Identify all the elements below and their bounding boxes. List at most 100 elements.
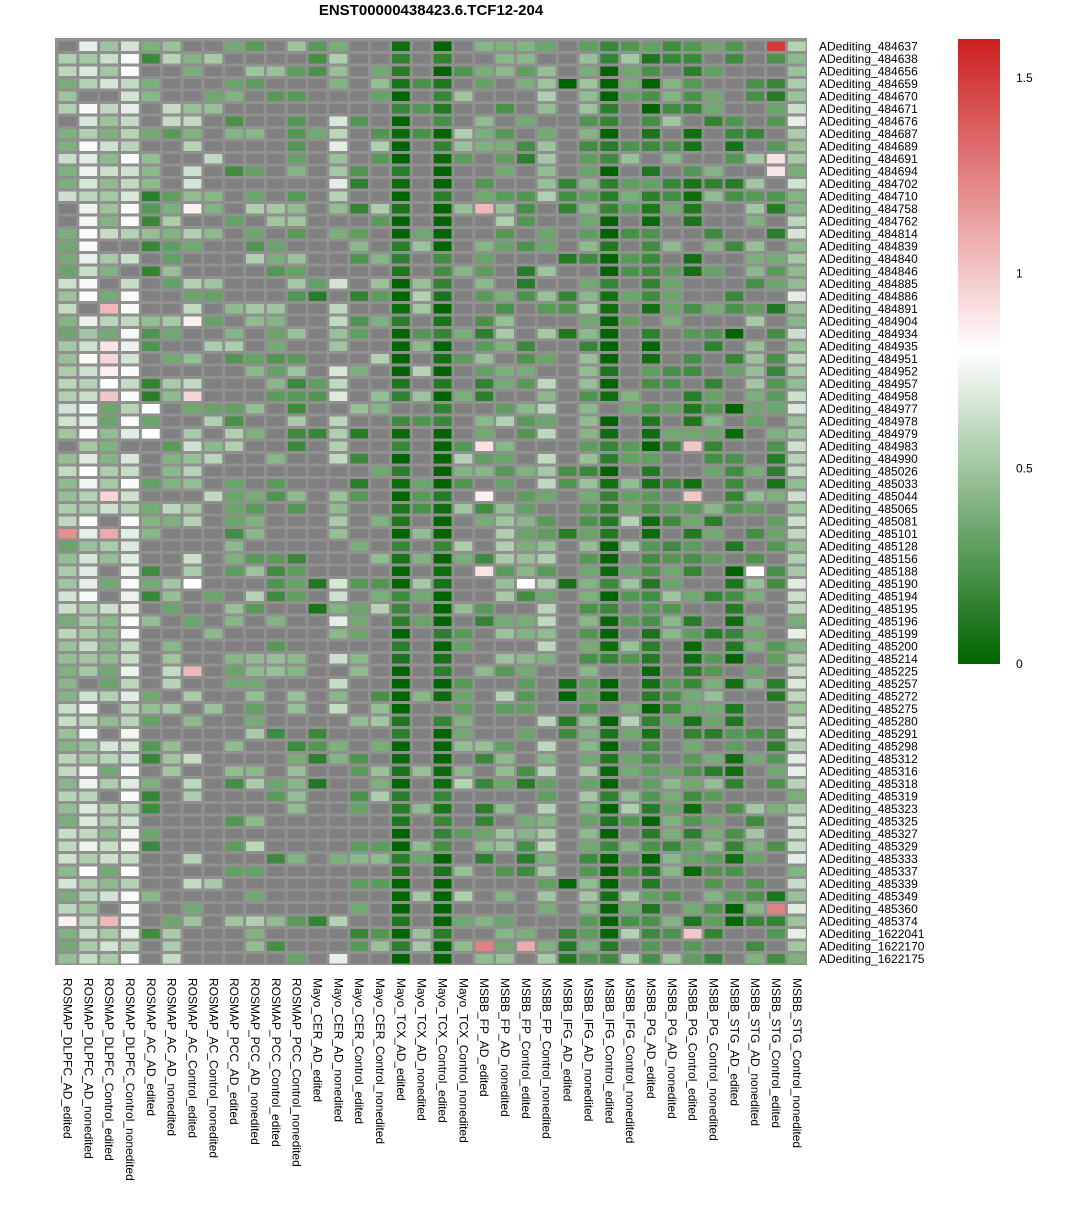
heatmap-cell <box>141 66 160 76</box>
heatmap-cell <box>579 391 598 401</box>
heatmap-cell <box>287 216 306 226</box>
column-label: ROSMAP_AC_AD_nonedited <box>165 978 179 1136</box>
heatmap-cell <box>412 341 431 351</box>
heatmap-cell <box>642 404 660 414</box>
heatmap-cell <box>433 604 452 614</box>
heatmap-cell <box>558 629 577 639</box>
heatmap-cell <box>162 129 181 139</box>
heatmap-cell <box>350 429 369 439</box>
heatmap-cell <box>412 266 431 276</box>
row-label: ADediting_1622175 <box>819 952 925 966</box>
heatmap-cell <box>79 416 98 426</box>
column-label: MSBB_PG_AD_nonedited <box>665 978 679 1119</box>
heatmap-cell <box>454 254 473 264</box>
row-label: ADediting_485199 <box>819 627 918 641</box>
heatmap-cell <box>454 679 473 689</box>
heatmap-cell <box>204 429 223 439</box>
heatmap-cell <box>246 329 264 339</box>
heatmap-cell <box>121 454 139 464</box>
heatmap-cell <box>141 329 160 339</box>
heatmap-cell <box>683 654 702 664</box>
heatmap-cell <box>58 379 77 389</box>
heatmap-cell <box>662 354 681 364</box>
heatmap-cell <box>746 191 765 201</box>
heatmap-cell <box>433 629 452 639</box>
heatmap-cell <box>725 804 744 814</box>
heatmap-cell <box>329 404 348 414</box>
heatmap-cell <box>225 541 244 551</box>
heatmap-cell <box>391 354 410 364</box>
heatmap-cell <box>642 391 660 401</box>
heatmap-cell <box>350 416 369 426</box>
heatmap-cell <box>454 466 473 476</box>
heatmap-cell <box>642 241 660 251</box>
heatmap-cell <box>141 479 160 489</box>
heatmap-cell <box>79 66 98 76</box>
heatmap-cell <box>162 191 181 201</box>
heatmap-cell <box>787 666 806 676</box>
heatmap-cell <box>350 591 369 601</box>
heatmap-cell <box>183 529 202 539</box>
heatmap-cell <box>350 41 369 51</box>
heatmap-cell <box>621 129 640 139</box>
heatmap-cell <box>391 154 410 164</box>
heatmap-cell <box>496 141 514 151</box>
heatmap-cell <box>579 516 598 526</box>
heatmap-cell <box>537 541 556 551</box>
heatmap-cell <box>350 866 369 876</box>
heatmap-cell <box>600 329 619 339</box>
heatmap-cell <box>516 79 535 89</box>
heatmap-cell <box>308 829 327 839</box>
heatmap-cell <box>725 591 744 601</box>
heatmap-cell <box>162 816 181 826</box>
heatmap-cell <box>246 266 264 276</box>
heatmap-cell <box>642 591 660 601</box>
heatmap-cell <box>246 466 264 476</box>
heatmap-cell <box>579 416 598 426</box>
heatmap-cell <box>141 679 160 689</box>
heatmap-cell <box>183 91 202 101</box>
heatmap-cell <box>162 404 181 414</box>
heatmap-cell <box>100 604 119 614</box>
heatmap-cell <box>621 516 640 526</box>
heatmap-cell <box>287 304 306 314</box>
heatmap-cell <box>746 766 765 776</box>
heatmap-cell <box>662 316 681 326</box>
heatmap-cell <box>767 191 785 201</box>
heatmap-cell <box>204 804 223 814</box>
heatmap-cell <box>579 54 598 64</box>
heatmap-cell <box>496 316 514 326</box>
heatmap-cell <box>621 866 640 876</box>
heatmap-cell <box>600 441 619 451</box>
heatmap-cell <box>725 616 744 626</box>
heatmap-cell <box>58 41 77 51</box>
heatmap-cell <box>162 316 181 326</box>
heatmap-cell <box>787 891 806 901</box>
heatmap-cell <box>558 329 577 339</box>
heatmap-cell <box>516 641 535 651</box>
heatmap-cell <box>558 929 577 939</box>
heatmap-cell <box>329 54 348 64</box>
heatmap-cell <box>496 254 514 264</box>
heatmap-cell <box>475 829 494 839</box>
heatmap-cell <box>537 604 556 614</box>
heatmap-cell <box>350 841 369 851</box>
heatmap-cell <box>496 741 514 751</box>
heatmap-cell <box>371 54 389 64</box>
heatmap-cell <box>162 954 181 964</box>
heatmap-cell <box>496 241 514 251</box>
heatmap-cell <box>516 416 535 426</box>
heatmap-cell <box>287 366 306 376</box>
heatmap-cell <box>350 441 369 451</box>
heatmap-cell <box>433 729 452 739</box>
heatmap-cell <box>433 766 452 776</box>
heatmap-cell <box>725 579 744 589</box>
heatmap-cell <box>79 329 98 339</box>
heatmap-cell <box>537 879 556 889</box>
heatmap-cell <box>412 729 431 739</box>
heatmap-cell <box>183 504 202 514</box>
heatmap-cell <box>662 666 681 676</box>
heatmap-cell <box>308 441 327 451</box>
heatmap-cell <box>121 679 139 689</box>
